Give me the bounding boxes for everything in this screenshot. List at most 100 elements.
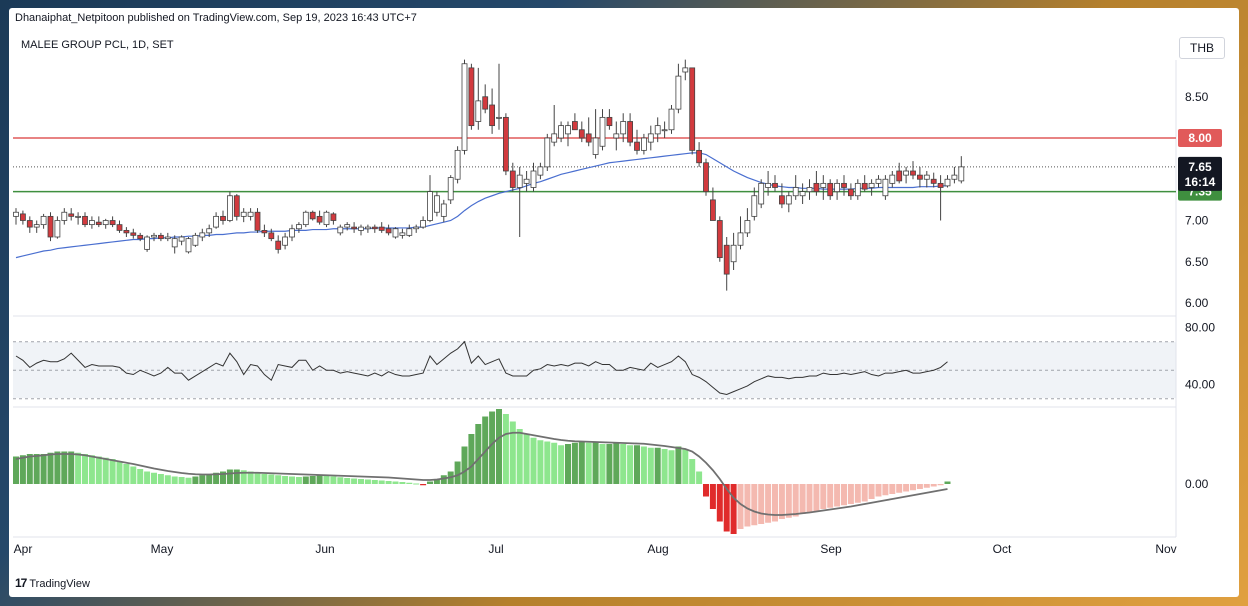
histogram-bar	[537, 440, 544, 484]
candle-up	[523, 178, 530, 184]
candle-up	[647, 133, 654, 143]
histogram-bar	[820, 484, 827, 509]
candle-up	[592, 137, 599, 155]
histogram-bar	[95, 456, 102, 484]
time-tick-label: Aug	[647, 542, 668, 556]
candle-down	[123, 229, 130, 234]
histogram-bar	[544, 441, 551, 484]
candle-up	[958, 166, 965, 182]
histogram-bar	[302, 476, 309, 484]
candle-up	[944, 178, 951, 187]
histogram-bar	[137, 469, 144, 484]
candle-down	[137, 234, 144, 240]
time-tick-label: Oct	[993, 542, 1012, 556]
candle-up	[558, 125, 564, 139]
candle-up	[185, 238, 192, 253]
candle-up	[751, 195, 758, 217]
time-tick-label: Jul	[488, 542, 503, 556]
candle-up	[75, 215, 81, 218]
histogram-bar	[213, 472, 220, 484]
histogram-bar	[696, 471, 703, 484]
candle-down	[261, 229, 268, 234]
moving-average-layer	[15, 152, 948, 259]
rsi-line	[15, 340, 948, 395]
histogram-bar	[323, 475, 330, 484]
countdown-label: 16:14	[1185, 175, 1216, 189]
histogram-bar	[47, 452, 54, 484]
publisher-caption: Dhanaiphat_Netpitoon published on Tradin…	[15, 12, 417, 24]
moving-average-line	[15, 152, 948, 259]
histogram-bar	[109, 459, 116, 484]
candle-up	[792, 187, 799, 197]
histogram-bar	[116, 461, 123, 484]
grid-layer	[13, 60, 1177, 538]
candle-up	[889, 174, 896, 184]
candle-up	[461, 63, 468, 151]
candle-down	[268, 232, 275, 240]
candle-down	[371, 226, 378, 230]
axis-layer: 6.006.507.007.508.5080.0040.000.00AprMay…	[14, 90, 1216, 556]
symbol-legend[interactable]: MALEE GROUP PCL, 1D, SET	[21, 39, 174, 51]
histogram-bar	[413, 483, 420, 485]
candle-down	[309, 211, 316, 220]
histogram-bar	[689, 459, 696, 484]
histogram-bar	[606, 444, 613, 484]
candle-up	[323, 211, 330, 226]
histogram-bar	[772, 484, 778, 522]
histogram-bar	[82, 454, 88, 484]
candle-up	[923, 174, 930, 180]
candle-down	[779, 195, 785, 205]
tradingview-logo[interactable]: 17 TradingView	[15, 576, 90, 590]
currency-button[interactable]: THB	[1179, 37, 1225, 59]
candle-down	[634, 141, 640, 151]
candle-up	[40, 215, 47, 226]
histogram-bar	[675, 446, 682, 484]
histogram-bar	[523, 434, 530, 484]
histogram-bar	[475, 424, 482, 484]
candle-down	[703, 162, 709, 193]
histogram-bar	[944, 481, 951, 484]
histogram-bar	[496, 409, 502, 484]
histogram-bar	[654, 447, 661, 484]
histogram-bar	[551, 442, 558, 484]
candle-up	[551, 133, 558, 143]
histogram-bar	[827, 484, 834, 508]
candle-down	[627, 121, 633, 143]
candle-down	[109, 220, 116, 226]
histogram-bar	[295, 477, 302, 484]
histogram-bar	[344, 478, 351, 484]
histogram-bar	[406, 482, 413, 484]
histogram-bar	[565, 444, 571, 484]
candle-up	[744, 220, 751, 234]
price-tick-label: 6.00	[1185, 296, 1209, 310]
candle-down	[841, 182, 847, 188]
candle-up	[440, 203, 447, 217]
time-tick-label: Sep	[820, 542, 842, 556]
candle-up	[654, 125, 661, 135]
histogram-bar	[703, 484, 709, 497]
chart-svg[interactable]: 6.006.507.007.508.5080.0040.000.00AprMay…	[9, 8, 1239, 597]
candle-up	[785, 195, 792, 205]
histogram-bar	[847, 484, 854, 504]
histogram-bar	[427, 481, 433, 484]
histogram-bar	[185, 477, 192, 484]
candle-down	[82, 215, 88, 226]
candle-down	[930, 178, 937, 184]
candle-down	[254, 211, 261, 231]
candle-up	[358, 226, 364, 231]
histogram-bar	[461, 446, 468, 484]
histogram-bar	[854, 484, 861, 503]
candle-down	[827, 182, 834, 197]
histogram-bar	[923, 484, 930, 488]
histogram-bar	[937, 484, 944, 486]
candle-up	[806, 187, 813, 193]
histogram-bar	[778, 484, 785, 519]
candle-down	[578, 129, 585, 139]
histogram-bar	[40, 454, 47, 484]
time-tick-label: May	[151, 542, 174, 556]
histogram-bar	[13, 456, 19, 484]
candle-up	[737, 232, 744, 246]
candle-up	[413, 226, 420, 230]
histogram-bar	[571, 442, 578, 484]
histogram-bar	[371, 480, 378, 484]
